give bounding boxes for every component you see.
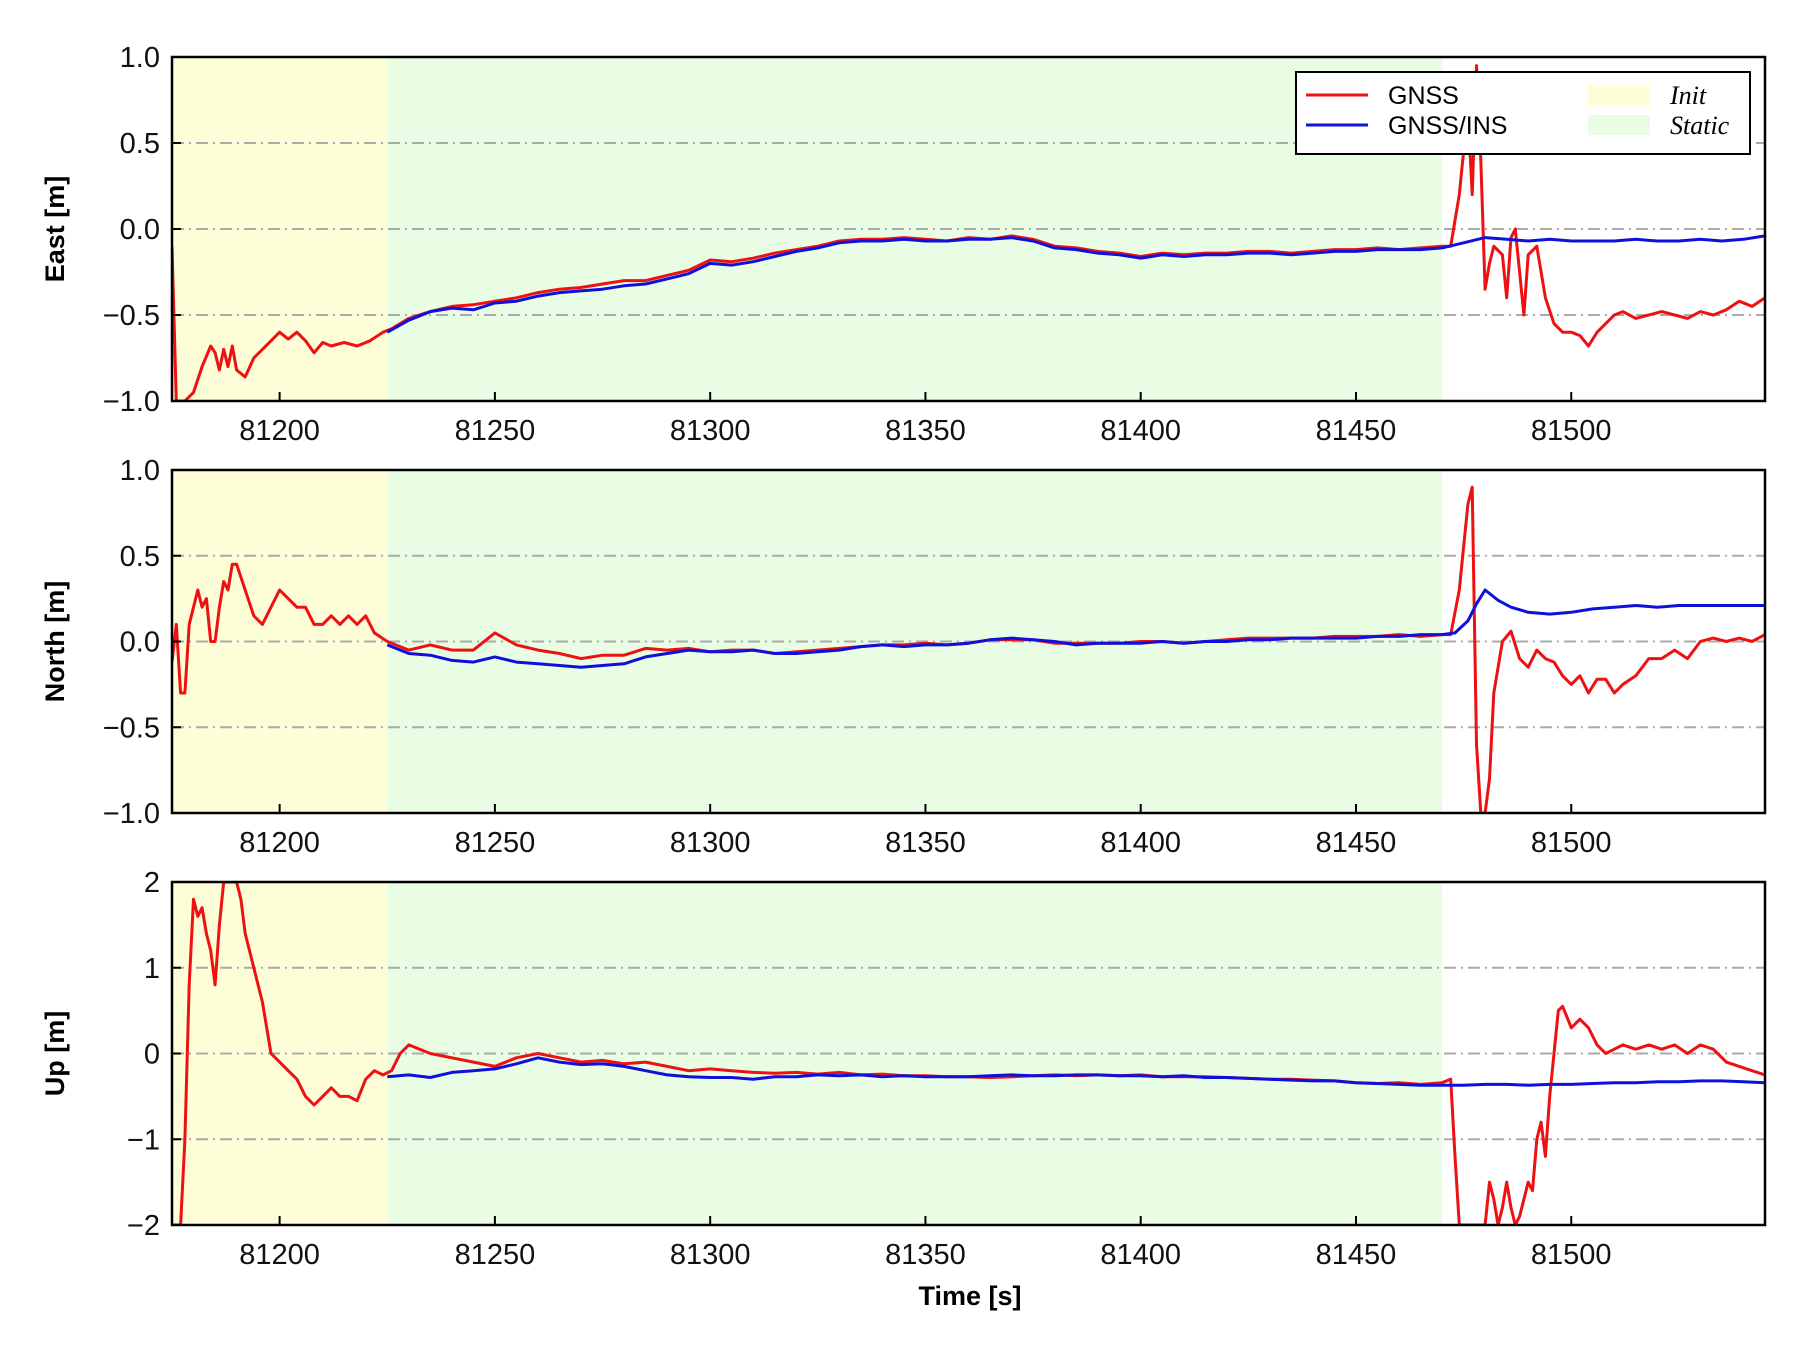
- y-tick-label: −2: [127, 1210, 160, 1242]
- x-tick-label: 81400: [1100, 1239, 1181, 1271]
- series-line-gnss-ins: [386, 588, 1765, 669]
- legend-box: [1295, 71, 1751, 155]
- x-axis-label: Time [s]: [918, 1281, 1021, 1311]
- legend-region-swatch: [1588, 85, 1650, 105]
- x-tick-label: 81350: [885, 827, 966, 859]
- y-tick-label: 1.0: [120, 455, 160, 487]
- y-axis-label: East [m]: [40, 176, 70, 283]
- x-tick-label: 81200: [239, 1239, 320, 1271]
- legend-region-swatch: [1588, 115, 1650, 135]
- series-line-gnss: [172, 64, 1765, 401]
- y-tick-label: −0.5: [103, 300, 160, 332]
- y-tick-label: 0.5: [120, 128, 160, 160]
- x-tick-label: 81450: [1316, 827, 1397, 859]
- series-line-gnss-ins: [387, 1056, 1765, 1087]
- x-tick-label: 81450: [1316, 1239, 1397, 1271]
- legend-label: GNSS/INS: [1388, 112, 1507, 140]
- y-tick-label: 2: [144, 867, 160, 899]
- panel-2: −1.0 −0.5 0.0 0.5 1.0 81200 81250 81300 81350 814…: [40, 455, 1767, 859]
- x-tick-label: 81350: [885, 415, 966, 447]
- series-line-gnss-ins: [386, 234, 1765, 334]
- x-tick-label: 81200: [239, 827, 320, 859]
- y-tick-label: 1.0: [120, 42, 160, 74]
- x-tick-label: 81400: [1100, 827, 1181, 859]
- y-tick-label: −1.0: [103, 798, 160, 830]
- x-tick-label: 81500: [1531, 827, 1612, 859]
- x-tick-label: 81200: [239, 415, 320, 447]
- x-tick-label: 81300: [670, 1239, 751, 1271]
- y-tick-label: −1: [127, 1124, 160, 1156]
- x-tick-label: 81300: [670, 827, 751, 859]
- y-tick-label: 0.0: [120, 627, 160, 659]
- x-tick-label: 81500: [1531, 1239, 1612, 1271]
- series-line-gnss: [172, 882, 1765, 1225]
- legend-label: GNSS: [1388, 82, 1459, 110]
- x-tick-label: 81350: [885, 1239, 966, 1271]
- y-tick-label: 0: [144, 1039, 160, 1071]
- y-tick-label: 0.0: [120, 214, 160, 246]
- y-axis-label: North [m]: [40, 581, 70, 702]
- x-tick-label: 81500: [1531, 415, 1612, 447]
- x-tick-label: 81400: [1100, 415, 1181, 447]
- x-tick-label: 81250: [455, 827, 536, 859]
- y-tick-label: 1: [144, 953, 160, 985]
- x-tick-label: 81450: [1316, 415, 1397, 447]
- y-tick-label: −1.0: [103, 386, 160, 418]
- x-tick-label: 81250: [455, 1239, 536, 1271]
- y-tick-label: −0.5: [103, 712, 160, 744]
- panel-1: −1.0 −0.5 0.0 0.5 1.0 81200 81250 81300 81350 814…: [40, 42, 1767, 447]
- panel-3: −2 −1 0 1 2 81200 81250 81300 81350 81400 81450 815…: [40, 867, 1767, 1271]
- legend-label: Init: [1669, 81, 1707, 110]
- y-tick-label: 0.5: [120, 541, 160, 573]
- y-axis-label: Up [m]: [40, 1011, 70, 1096]
- legend-label: Static: [1670, 111, 1730, 140]
- x-tick-label: 81300: [670, 415, 751, 447]
- x-tick-label: 81250: [455, 415, 536, 447]
